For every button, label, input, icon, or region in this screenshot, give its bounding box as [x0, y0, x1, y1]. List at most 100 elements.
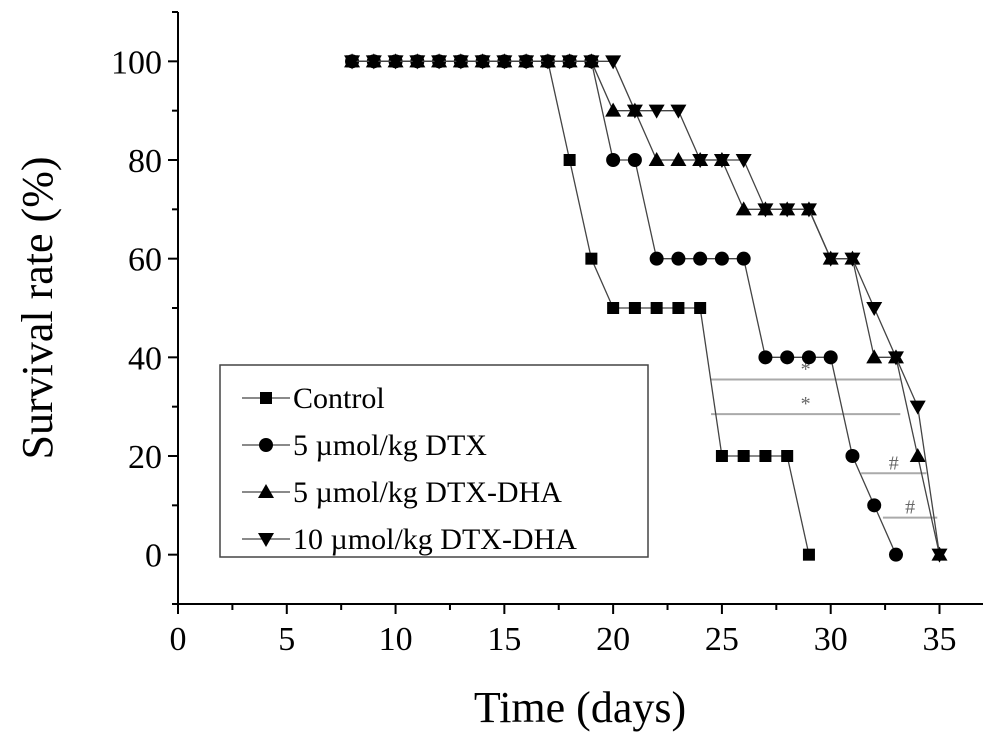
data-point [693, 251, 708, 266]
data-point [735, 201, 752, 216]
x-tick-label: 30 [814, 621, 848, 658]
x-axis-title: Time (days) [474, 683, 686, 732]
data-point [628, 302, 641, 314]
data-point [735, 154, 752, 168]
legend-item: 5 µmol/kg DTX [242, 429, 487, 462]
x-tick-label: 20 [596, 621, 630, 658]
data-point [670, 104, 687, 119]
data-point [692, 154, 709, 168]
legend-label: 10 µmol/kg DTX-DHA [293, 523, 577, 556]
data-point [496, 55, 513, 70]
data-point [759, 450, 772, 462]
data-point [627, 153, 642, 167]
data-point [800, 203, 817, 218]
data-point [648, 152, 665, 166]
data-point [344, 55, 361, 70]
y-tick-label: 60 [128, 242, 162, 279]
data-point [931, 548, 948, 563]
ticks: 0 5 10 15 20 25 30 35 0 20 40 60 80 100 [111, 11, 956, 658]
legend-box [219, 364, 649, 558]
data-point [365, 55, 382, 70]
legend-item: Control [242, 382, 385, 415]
data-point [867, 498, 882, 513]
data-point [539, 55, 556, 70]
data-point [844, 252, 861, 267]
data-point [845, 449, 860, 463]
legend-item: 5 µmol/kg DTX-DHA [242, 476, 562, 509]
legend-item: 10 µmol/kg DTX-DHA [242, 523, 577, 556]
data-point [802, 548, 815, 561]
data-point [823, 350, 838, 365]
data-point [888, 547, 903, 562]
data-point [779, 203, 796, 218]
data-point [563, 154, 576, 166]
significance-label: * [801, 359, 811, 381]
data-point [561, 55, 578, 70]
data-point [648, 104, 665, 119]
data-point [387, 55, 404, 70]
x-tick-label: 10 [379, 621, 413, 658]
data-point [715, 450, 728, 462]
data-point [758, 350, 773, 365]
legend-label: 5 µmol/kg DTX [293, 429, 487, 462]
data-point [780, 350, 795, 365]
data-point [736, 251, 751, 266]
data-point [409, 55, 426, 70]
significance-label: # [905, 497, 915, 519]
data-point [583, 55, 600, 70]
legend: Control 5 µmol/kg DTX 5 µmol/kg DTX-DHA 10 … [219, 364, 649, 558]
data-point [585, 252, 598, 265]
data-point [801, 350, 816, 365]
data-point [694, 302, 707, 314]
data-point [670, 152, 687, 166]
legend-marker [258, 484, 274, 498]
data-point [606, 153, 621, 167]
data-point [607, 302, 620, 314]
data-point [650, 302, 663, 314]
data-point [909, 400, 926, 415]
y-tick-label: 100 [111, 44, 162, 81]
data-point [474, 55, 491, 70]
legend-label: Control [293, 382, 385, 415]
y-tick-label: 20 [128, 439, 162, 476]
data-point [781, 450, 794, 462]
data-point [737, 450, 750, 462]
significance-label: # [889, 452, 899, 474]
data-point [605, 55, 622, 70]
legend-marker [260, 392, 272, 404]
data-point [452, 55, 469, 70]
data-point [518, 55, 535, 70]
x-tick-label: 0 [170, 621, 187, 658]
data-point [909, 448, 926, 462]
data-point [757, 203, 774, 218]
data-point [649, 251, 664, 266]
legend-label: 5 µmol/kg DTX-DHA [293, 476, 562, 509]
data-point [866, 302, 883, 316]
y-tick-label: 40 [128, 340, 162, 377]
data-point [887, 351, 904, 366]
x-tick-label: 5 [278, 621, 295, 658]
x-tick-label: 15 [487, 621, 521, 658]
series-group [344, 53, 948, 563]
legend-marker [258, 533, 274, 547]
significance-label: * [801, 393, 811, 415]
x-tick-label: 25 [705, 621, 739, 658]
data-point [671, 251, 686, 266]
data-point [626, 104, 643, 119]
legend-marker [259, 438, 273, 452]
series-triangle-down [344, 55, 948, 563]
data-point [866, 349, 883, 364]
data-point [714, 251, 729, 266]
data-point [713, 154, 730, 168]
data-point [605, 102, 622, 117]
y-axis-title: Survival rate (%) [13, 157, 62, 460]
data-point [672, 302, 685, 314]
data-point [431, 55, 448, 70]
y-tick-label: 80 [128, 143, 162, 180]
x-tick-label: 35 [922, 621, 956, 658]
series-line [352, 60, 941, 555]
y-tick-label: 0 [145, 538, 162, 575]
data-point [822, 252, 839, 267]
significance-annotations: * * # # [711, 359, 938, 519]
